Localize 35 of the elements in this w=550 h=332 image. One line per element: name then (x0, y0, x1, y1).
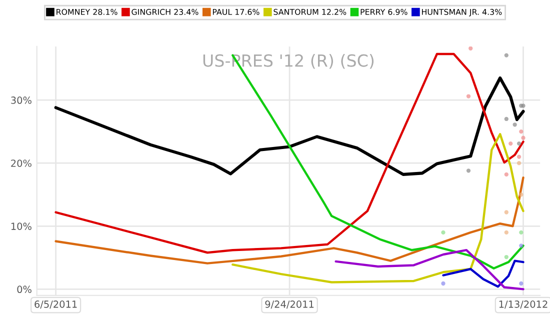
point (466, 94, 471, 98)
point (519, 192, 524, 197)
point (441, 230, 446, 235)
point (441, 281, 446, 286)
y-tick-label: 20% (11, 160, 32, 167)
point (519, 281, 524, 286)
point (468, 46, 473, 50)
point (504, 116, 508, 122)
point (504, 210, 508, 214)
point (516, 154, 522, 159)
point (519, 130, 524, 134)
point (519, 244, 524, 248)
x-tick-label: 1/13/2012 (499, 300, 548, 309)
x-tick-label: 6/5/2011 (34, 300, 77, 309)
point (504, 230, 508, 235)
line-series (54, 176, 524, 264)
point (504, 53, 508, 58)
y-tick-label: 30% (11, 96, 32, 104)
line-series (232, 132, 524, 284)
y-tick-label: 0% (17, 286, 32, 294)
line-series (54, 76, 525, 176)
point (508, 141, 513, 146)
point (516, 141, 522, 146)
point (466, 168, 471, 173)
point (516, 161, 522, 166)
point (519, 230, 524, 235)
point (504, 172, 508, 177)
point (512, 122, 517, 127)
line-series (54, 52, 524, 254)
point (521, 136, 526, 140)
x-tick-label: 9/24/2011 (265, 300, 314, 309)
y-tick-label: 10% (11, 222, 32, 230)
line-series (442, 260, 524, 288)
point (504, 254, 508, 260)
line-series (334, 248, 524, 290)
